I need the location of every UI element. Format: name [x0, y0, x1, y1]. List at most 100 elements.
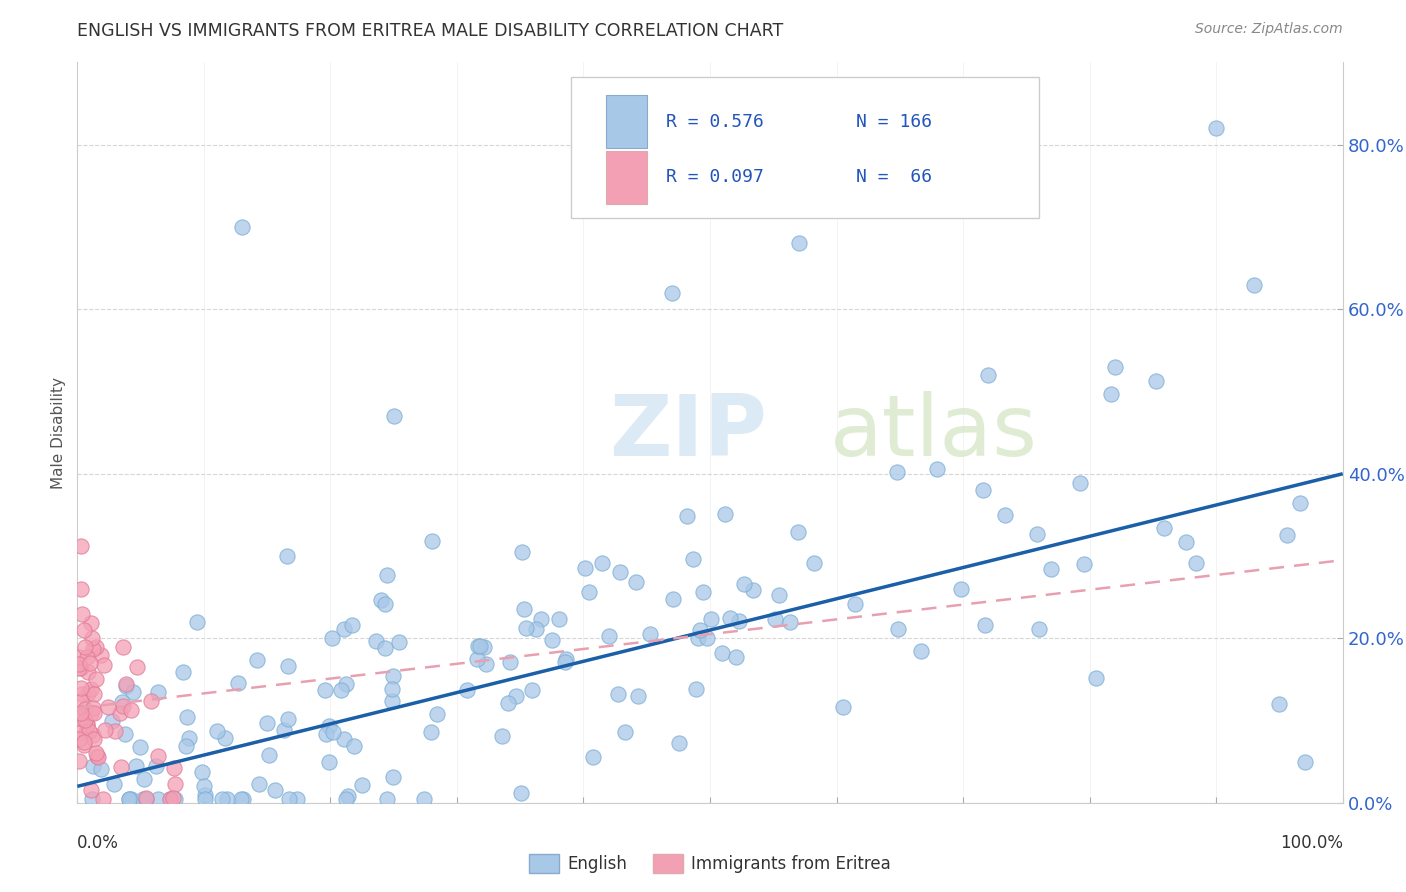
Point — [318, 755, 340, 769]
Point — [90, 763, 112, 777]
Point — [82, 758, 104, 772]
Point — [70, 539, 93, 553]
Point — [135, 791, 157, 805]
Point — [111, 695, 134, 709]
Point — [80, 783, 103, 797]
Point — [547, 612, 569, 626]
Point — [510, 786, 533, 800]
Text: N =  66: N = 66 — [855, 169, 932, 186]
Point — [832, 700, 855, 714]
Point — [974, 618, 997, 632]
Point — [146, 791, 169, 805]
Text: R = 0.097: R = 0.097 — [666, 169, 763, 186]
Point — [472, 640, 495, 655]
Point — [419, 725, 441, 739]
Point — [377, 567, 399, 582]
Point — [696, 631, 718, 645]
Point — [540, 633, 562, 648]
Point — [177, 731, 200, 745]
Point — [80, 631, 103, 645]
Point — [1243, 277, 1265, 292]
Text: R = 0.576: R = 0.576 — [666, 112, 763, 130]
Point — [1069, 475, 1091, 490]
Point — [465, 652, 488, 666]
Point — [76, 665, 98, 679]
Point — [90, 648, 112, 663]
Point — [886, 466, 908, 480]
Point — [627, 689, 650, 703]
Point — [193, 780, 215, 794]
Point — [733, 577, 755, 591]
Point — [682, 552, 704, 566]
Point — [67, 711, 90, 725]
Point — [73, 623, 96, 637]
Point — [591, 556, 613, 570]
Point — [79, 656, 101, 670]
Point — [725, 649, 748, 664]
Point — [72, 707, 94, 722]
Point — [381, 694, 404, 708]
Point — [247, 776, 270, 790]
Point — [278, 791, 301, 805]
Point — [112, 640, 135, 654]
Point — [340, 618, 363, 632]
Point — [82, 642, 104, 657]
Point — [374, 641, 396, 656]
Point — [1277, 527, 1299, 541]
Point — [1025, 527, 1047, 541]
Text: N = 166: N = 166 — [855, 112, 932, 130]
Point — [1294, 755, 1316, 769]
Point — [118, 791, 141, 805]
Point — [231, 219, 253, 234]
Point — [382, 771, 405, 785]
Point — [581, 749, 603, 764]
Point — [515, 621, 537, 635]
Point — [318, 719, 340, 733]
Text: ENGLISH VS IMMIGRANTS FROM ERITREA MALE DISABILITY CORRELATION CHART: ENGLISH VS IMMIGRANTS FROM ERITREA MALE … — [77, 22, 783, 40]
Point — [186, 615, 208, 629]
Point — [82, 727, 104, 741]
Point — [1028, 622, 1050, 636]
Point — [129, 739, 152, 754]
Point — [381, 681, 404, 696]
Point — [118, 791, 141, 805]
Point — [231, 791, 253, 805]
Point — [69, 661, 91, 675]
Point — [124, 759, 146, 773]
Point — [727, 614, 749, 628]
Point — [120, 702, 142, 716]
Point — [578, 585, 600, 599]
Point — [699, 612, 721, 626]
Point — [146, 685, 169, 699]
Point — [67, 754, 90, 768]
Point — [779, 615, 801, 629]
Point — [76, 717, 98, 731]
Point — [67, 731, 90, 746]
Point — [194, 791, 217, 805]
Point — [86, 673, 108, 687]
Point — [146, 748, 169, 763]
Point — [330, 683, 353, 698]
Point — [626, 575, 648, 590]
Point — [70, 694, 93, 708]
Point — [73, 702, 96, 716]
Point — [83, 706, 105, 721]
Point — [689, 624, 711, 638]
Point — [162, 791, 184, 805]
Point — [994, 508, 1017, 523]
Point — [101, 714, 124, 728]
Point — [513, 601, 536, 615]
Point — [949, 582, 972, 596]
Point — [97, 700, 120, 714]
Point — [76, 718, 98, 732]
Point — [256, 716, 278, 731]
Point — [72, 607, 94, 621]
Point — [1174, 534, 1197, 549]
Point — [257, 748, 280, 763]
Point — [374, 597, 396, 611]
Point — [285, 791, 308, 805]
Point — [382, 668, 405, 682]
Point — [91, 791, 114, 805]
Point — [315, 727, 337, 741]
Point — [104, 723, 127, 738]
